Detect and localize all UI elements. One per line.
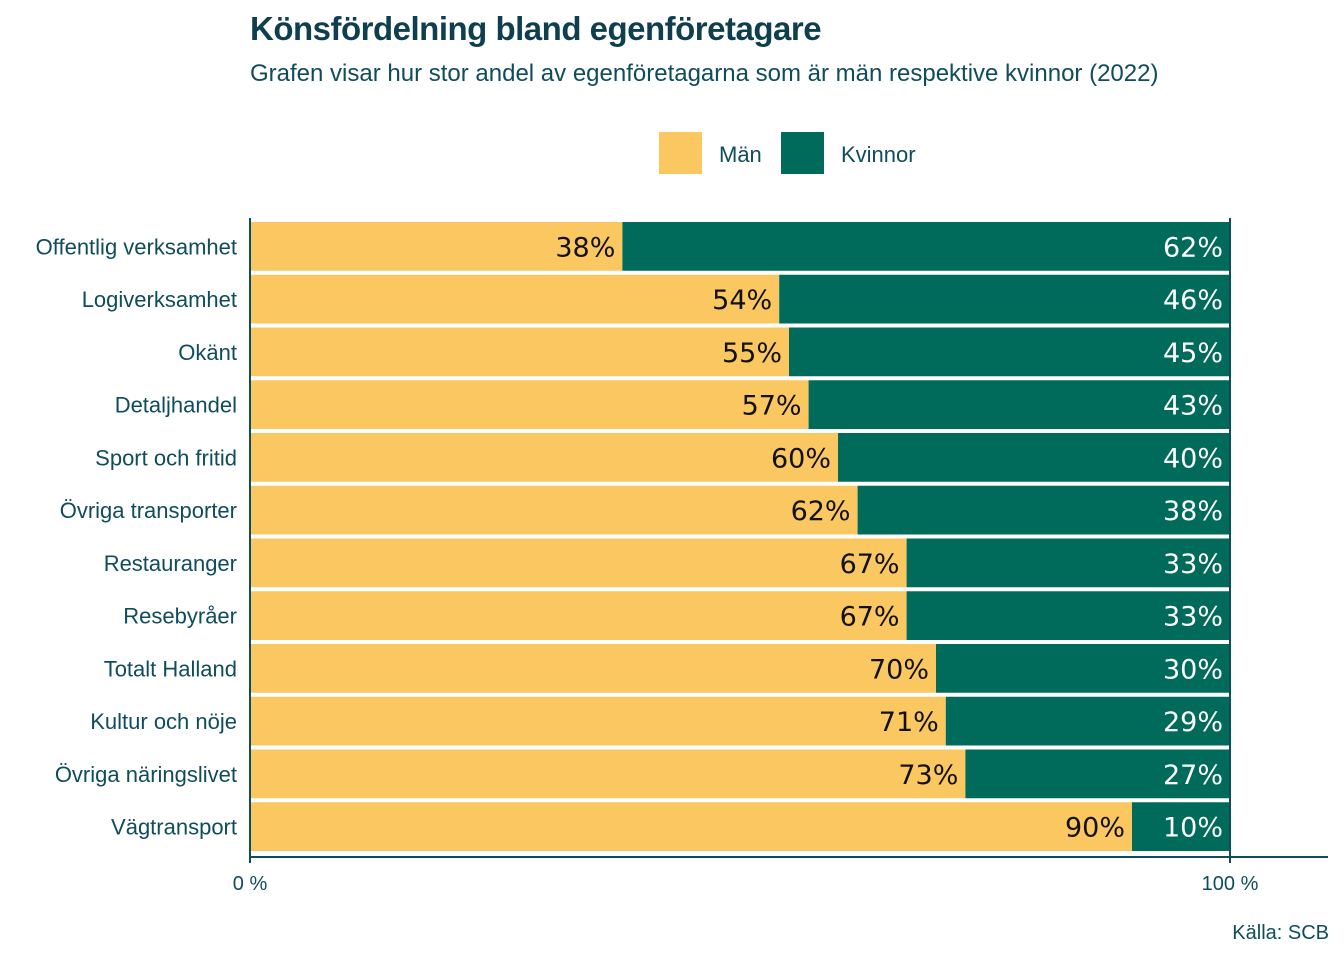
bar-segment-man bbox=[250, 538, 907, 588]
data-label-kvinnor: 38% bbox=[1163, 496, 1223, 527]
data-label-kvinnor: 33% bbox=[1163, 602, 1223, 633]
data-label-kvinnor: 33% bbox=[1163, 549, 1223, 580]
bar-segment-man bbox=[250, 380, 809, 429]
data-label-man: 67% bbox=[840, 549, 900, 580]
x-tick-label: 0 % bbox=[233, 873, 268, 895]
data-label-man: 60% bbox=[771, 443, 831, 474]
bar-segment-kvinnor bbox=[789, 327, 1230, 377]
data-label-kvinnor: 27% bbox=[1163, 760, 1223, 791]
category-label: Offentlig verksamhet bbox=[36, 234, 237, 259]
bar-segment-man bbox=[250, 644, 936, 693]
data-label-man: 38% bbox=[555, 232, 615, 263]
data-label-kvinnor: 40% bbox=[1163, 443, 1223, 474]
chart-title: Könsfördelning bland egenföretagare bbox=[250, 10, 822, 47]
data-label-man: 55% bbox=[722, 338, 782, 369]
bar-segment-kvinnor bbox=[808, 380, 1230, 429]
axes: Offentlig verksamhet Logiverksamhet Okänt D… bbox=[36, 218, 1328, 895]
category-label: Logiverksamhet bbox=[82, 287, 237, 312]
bar-segment-kvinnor bbox=[622, 222, 1230, 271]
category-label: Detaljhandel bbox=[115, 393, 237, 418]
bar-segment-kvinnor bbox=[936, 644, 1230, 693]
bar-segment-man bbox=[250, 591, 907, 640]
data-label-man: 90% bbox=[1065, 813, 1125, 844]
bar-segment-kvinnor bbox=[779, 274, 1230, 324]
data-label-kvinnor: 10% bbox=[1163, 813, 1223, 844]
bars: 38% 62% 54% 46% 55% 45% 57% 43% 60% 40% 62% 38% 67% 3… bbox=[250, 222, 1230, 851]
legend: Män Kvinnor bbox=[659, 132, 916, 174]
category-label: Övriga näringslivet bbox=[55, 762, 237, 787]
data-label-kvinnor: 45% bbox=[1163, 338, 1223, 369]
data-label-kvinnor: 43% bbox=[1163, 391, 1223, 422]
data-label-man: 67% bbox=[840, 602, 900, 633]
bar-segment-man bbox=[250, 485, 858, 535]
bar-segment-man bbox=[250, 696, 946, 746]
category-label: Totalt Halland bbox=[104, 656, 237, 681]
source-note: Källa: SCB bbox=[1232, 922, 1329, 944]
data-label-man: 71% bbox=[879, 707, 939, 738]
category-label: Kultur och nöje bbox=[90, 709, 237, 734]
bar-segment-man bbox=[250, 433, 838, 482]
category-label: Vägtransport bbox=[111, 815, 237, 840]
bar-segment-kvinnor bbox=[838, 433, 1230, 482]
legend-swatch-man bbox=[659, 132, 702, 174]
legend-swatch-kvinnor bbox=[781, 132, 824, 174]
bar-segment-man bbox=[250, 274, 780, 324]
category-label: Resebyråer bbox=[123, 604, 237, 629]
data-label-man: 62% bbox=[791, 496, 851, 527]
data-label-man: 54% bbox=[712, 285, 772, 316]
category-label: Övriga transporter bbox=[60, 498, 237, 523]
bar-segment-man bbox=[250, 749, 966, 799]
data-label-kvinnor: 29% bbox=[1163, 707, 1223, 738]
bar-segment-man bbox=[250, 802, 1132, 851]
bar-segment-kvinnor bbox=[945, 696, 1230, 746]
bar-segment-man bbox=[250, 222, 623, 271]
legend-label-man: Män bbox=[719, 142, 762, 167]
category-label: Sport och fritid bbox=[95, 445, 237, 470]
data-label-man: 73% bbox=[898, 760, 958, 791]
category-label: Okänt bbox=[178, 340, 237, 365]
bar-segment-kvinnor bbox=[1132, 802, 1230, 851]
legend-label-kvinnor: Kvinnor bbox=[841, 142, 916, 167]
bar-segment-kvinnor bbox=[857, 485, 1230, 535]
bar-segment-kvinnor bbox=[906, 538, 1230, 588]
data-label-kvinnor: 62% bbox=[1163, 232, 1223, 263]
data-label-man: 70% bbox=[869, 654, 929, 685]
data-label-kvinnor: 46% bbox=[1163, 285, 1223, 316]
category-label: Restauranger bbox=[104, 551, 237, 576]
bar-segment-kvinnor bbox=[965, 749, 1230, 799]
data-label-man: 57% bbox=[742, 391, 802, 422]
chart-subtitle: Grafen visar hur stor andel av egenföret… bbox=[250, 60, 1159, 87]
data-label-kvinnor: 30% bbox=[1163, 654, 1223, 685]
bar-segment-man bbox=[250, 327, 789, 377]
bar-segment-kvinnor bbox=[906, 591, 1230, 640]
x-tick-label: 100 % bbox=[1202, 873, 1259, 895]
